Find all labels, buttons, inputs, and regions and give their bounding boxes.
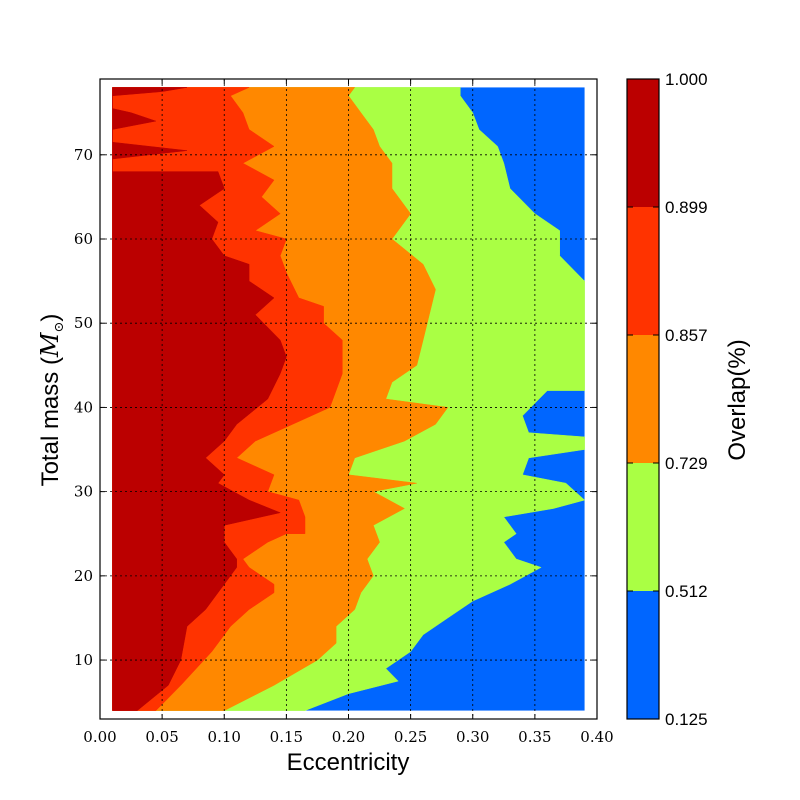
colorbar-tick-label: 0.857 <box>665 326 708 345</box>
colorbar-frame <box>626 78 660 720</box>
x-tick-label: 0.00 <box>83 728 116 746</box>
y-tick-label: 10 <box>74 651 93 669</box>
contour-band-0.899 <box>112 87 287 711</box>
colorbar-segment <box>627 335 659 463</box>
x-tick-label: 0.35 <box>518 728 551 746</box>
colorbar-segment <box>627 79 659 207</box>
colorbar-tick-label: 0.512 <box>665 582 708 601</box>
y-axis-title: Total mass (M⊙) <box>36 314 67 487</box>
colorbar: 1.000 0.899 0.857 0.729 0.512 0.125 <box>626 70 708 729</box>
colorbar-title: Overlap(%) <box>724 339 751 460</box>
colorbar-segment <box>627 591 659 719</box>
y-tick-label: 50 <box>74 314 93 332</box>
x-axis-title: Eccentricity <box>287 749 410 776</box>
grid-lines <box>100 79 597 719</box>
colorbar-tick-label: 0.125 <box>665 710 708 729</box>
colorbar-segment <box>627 463 659 591</box>
x-tick-label: 0.05 <box>145 728 178 746</box>
y-axis-ticks: 10 20 30 40 50 60 70 <box>74 146 597 669</box>
x-tick-label: 0.10 <box>208 728 241 746</box>
y-tick-label: 20 <box>74 567 93 585</box>
colorbar-tick-label: 0.729 <box>665 454 708 473</box>
y-tick-label: 60 <box>74 230 93 248</box>
x-tick-label: 0.40 <box>580 728 613 746</box>
y-tick-label: 40 <box>74 398 93 416</box>
y-tick-label: 30 <box>74 483 93 501</box>
colorbar-tick-label: 1.000 <box>665 70 708 89</box>
x-tick-label: 0.15 <box>270 728 303 746</box>
x-tick-label: 0.20 <box>332 728 365 746</box>
y-tick-label: 70 <box>74 146 93 164</box>
colorbar-segment <box>627 207 659 335</box>
colorbar-tick-label: 0.899 <box>665 198 708 217</box>
x-tick-label: 0.30 <box>456 728 489 746</box>
x-axis-ticks: 0.00 0.05 0.10 0.15 0.20 0.25 0.30 0.35 0.40 <box>83 79 614 746</box>
x-tick-label: 0.25 <box>394 728 427 746</box>
